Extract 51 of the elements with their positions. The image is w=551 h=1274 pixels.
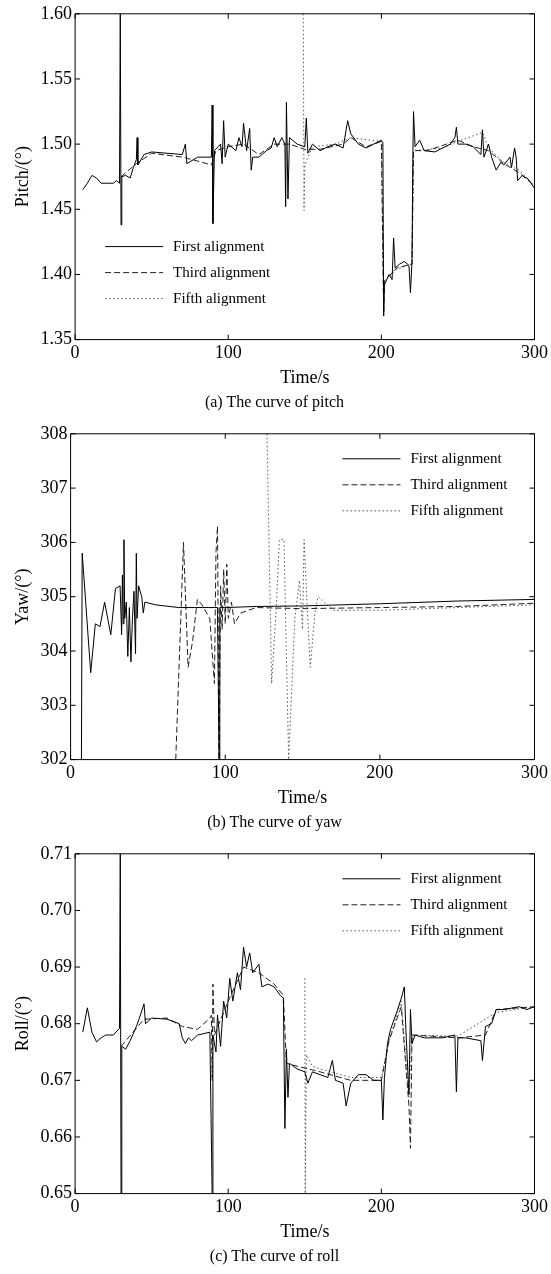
y-tick-label: 1.55 bbox=[40, 67, 73, 88]
x-tick-label: 200 bbox=[367, 1196, 395, 1217]
line-series bbox=[266, 433, 535, 760]
x-tick-label: 0 bbox=[66, 762, 76, 783]
x-axis-title: Time/s bbox=[280, 366, 330, 387]
x-tick-label: 200 bbox=[367, 342, 395, 363]
x-tick-label: 100 bbox=[211, 762, 239, 783]
y-tick-label: 0.71 bbox=[40, 842, 73, 863]
y-tick-label: 1.45 bbox=[40, 198, 73, 219]
text: (a) The curve of pitch bbox=[204, 392, 345, 411]
y-tick-label: 1.40 bbox=[40, 263, 73, 284]
legend-label: First alignment bbox=[173, 237, 266, 254]
legend-label: Fifth alignment bbox=[173, 289, 267, 306]
y-axis-title: Yaw/(°) bbox=[11, 568, 33, 625]
y-tick-label: 0.69 bbox=[40, 955, 73, 976]
y-tick-label: 0.70 bbox=[40, 899, 73, 920]
y-axis-title: Pitch/(°) bbox=[11, 146, 33, 208]
x-tick-label: 300 bbox=[521, 342, 548, 363]
line-series bbox=[175, 525, 535, 760]
legend-label: Third alignment bbox=[173, 263, 271, 280]
y-axis-title: Roll/(°) bbox=[11, 996, 33, 1052]
y-tick-label: 0.67 bbox=[40, 1069, 73, 1090]
x-tick-label: 100 bbox=[214, 342, 242, 363]
legend-label: Fifth alignment bbox=[410, 501, 505, 518]
x-axis-title: Time/s bbox=[280, 1220, 330, 1241]
y-tick-label: 308 bbox=[40, 422, 68, 443]
text: (b) The curve of yaw bbox=[207, 812, 343, 831]
legend-label: Fifth alignment bbox=[410, 921, 505, 938]
legend-label: First alignment bbox=[410, 869, 503, 886]
y-tick-label: 1.60 bbox=[40, 2, 73, 23]
legend-label: Third alignment bbox=[410, 475, 509, 492]
x-tick-label: 200 bbox=[366, 762, 394, 783]
y-tick-label: 303 bbox=[40, 694, 68, 715]
y-tick-label: 307 bbox=[40, 476, 68, 497]
y-tick-label: 302 bbox=[40, 748, 68, 769]
y-tick-label: 304 bbox=[40, 639, 68, 660]
y-tick-label: 1.50 bbox=[40, 132, 73, 153]
y-tick-label: 0.68 bbox=[40, 1012, 73, 1033]
y-tick-label: 0.66 bbox=[40, 1125, 73, 1146]
legend-label: Third alignment bbox=[410, 895, 509, 912]
legend-label: First alignment bbox=[410, 449, 503, 466]
x-tick-label: 0 bbox=[70, 342, 80, 363]
x-tick-label: 100 bbox=[214, 1196, 242, 1217]
x-axis-title: Time/s bbox=[277, 786, 328, 807]
x-tick-label: 0 bbox=[70, 1196, 80, 1217]
x-tick-label: 300 bbox=[521, 762, 548, 783]
x-tick-label: 300 bbox=[521, 1196, 548, 1217]
text: (c) The curve of roll bbox=[209, 1246, 340, 1265]
y-tick-label: 305 bbox=[40, 585, 68, 606]
y-tick-label: 306 bbox=[40, 531, 68, 552]
line-series bbox=[120, 966, 535, 1149]
